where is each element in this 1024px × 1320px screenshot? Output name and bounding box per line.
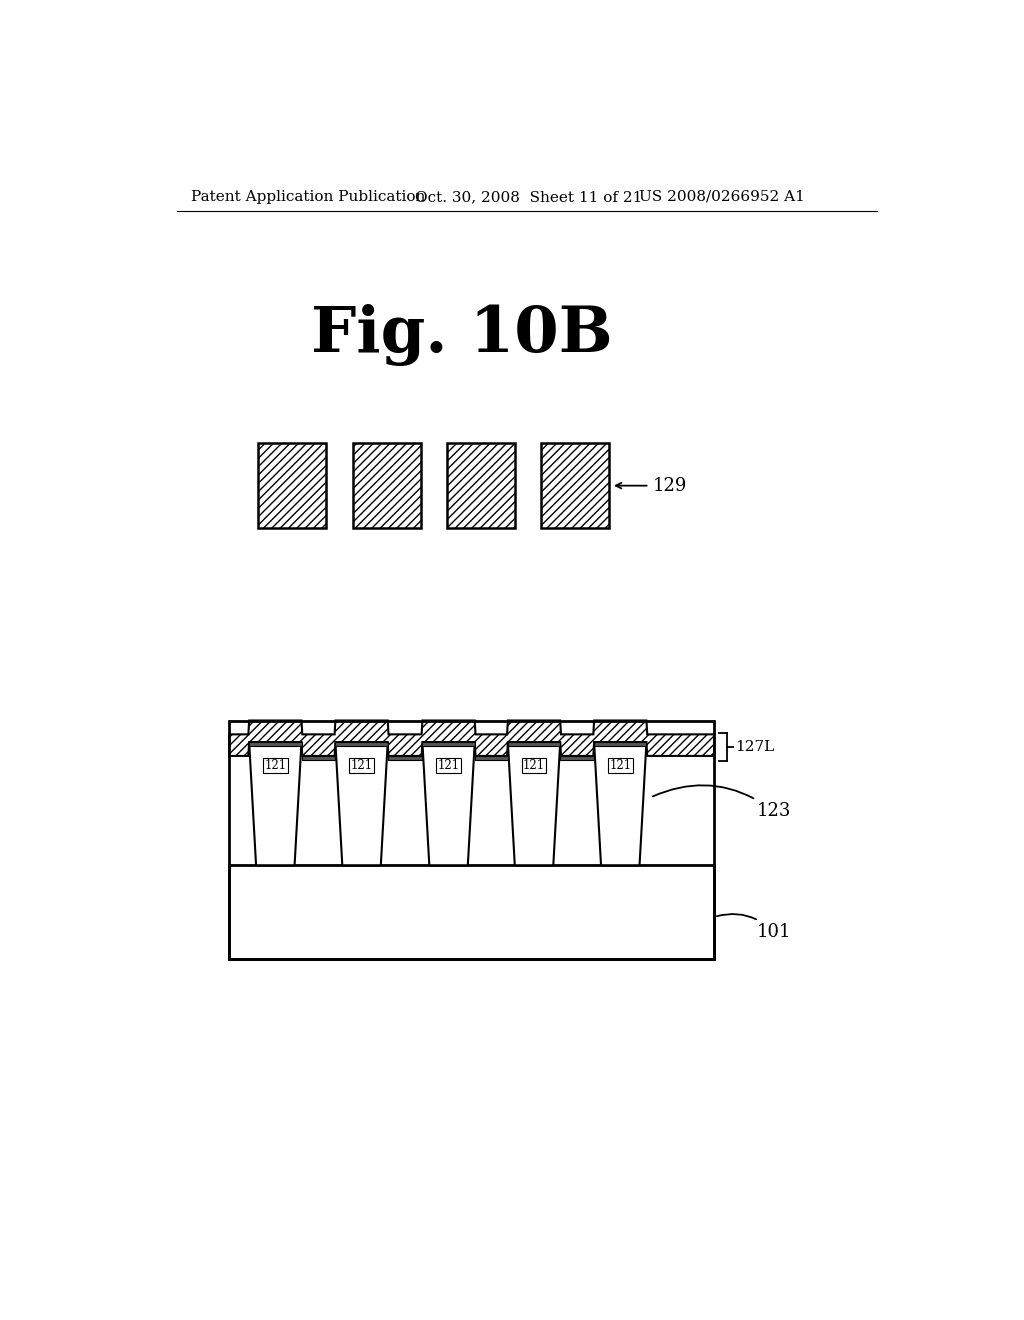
Polygon shape [249, 742, 301, 866]
Text: 127L: 127L [735, 741, 774, 754]
Bar [353, 444, 421, 528]
Bar [560, 756, 594, 760]
Text: Oct. 30, 2008  Sheet 11 of 21: Oct. 30, 2008 Sheet 11 of 21 [416, 190, 643, 203]
Text: Fig. 10B: Fig. 10B [311, 305, 612, 367]
Bar [336, 742, 388, 746]
Polygon shape [422, 742, 475, 866]
Text: 121: 121 [609, 759, 632, 772]
Text: 121: 121 [437, 759, 460, 772]
Bar [594, 742, 646, 746]
Polygon shape [229, 721, 714, 756]
Text: 129: 129 [652, 477, 687, 495]
Polygon shape [336, 742, 388, 866]
Text: 121: 121 [264, 759, 287, 772]
Bar [447, 444, 515, 528]
Text: Patent Application Publication: Patent Application Publication [190, 190, 425, 203]
Bar [508, 742, 560, 746]
Polygon shape [594, 742, 646, 866]
Bar [475, 756, 508, 760]
Text: 121: 121 [350, 759, 373, 772]
Bar [388, 756, 422, 760]
Bar [229, 866, 714, 960]
Text: 121: 121 [523, 759, 545, 772]
Bar [229, 721, 714, 960]
Polygon shape [508, 742, 560, 866]
Bar [422, 742, 475, 746]
Bar [301, 756, 336, 760]
Bar [258, 444, 326, 528]
Text: 101: 101 [717, 913, 792, 941]
Text: US 2008/0266952 A1: US 2008/0266952 A1 [639, 190, 805, 203]
Bar [541, 444, 608, 528]
Bar [249, 742, 301, 746]
Text: 123: 123 [653, 785, 791, 820]
